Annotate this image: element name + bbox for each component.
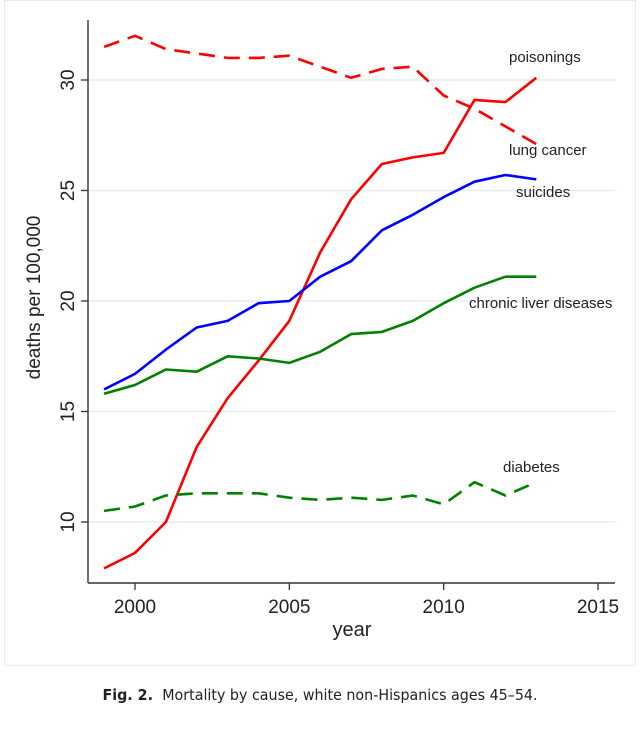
series-label-chronic-liver-diseases: chronic liver diseases <box>469 295 612 312</box>
series-label-poisonings: poisonings <box>509 49 581 66</box>
x-axis-title: year <box>333 619 372 641</box>
series-line-lung-cancer <box>103 34 537 146</box>
caption-text: Mortality by cause, white non-Hispanics … <box>162 686 538 704</box>
figure-frame <box>4 0 636 666</box>
series-line-suicides <box>103 173 537 391</box>
x-tick-label: 2015 <box>577 597 619 618</box>
line-chart: 10 15 20 25 30 2000 2005 2010 2015 year deaths per… <box>24 20 619 641</box>
series-label-lung-cancer: lung cancer <box>509 142 587 159</box>
y-tick-label: 25 <box>58 180 79 201</box>
series-line-poisonings <box>103 76 538 570</box>
axes: 10 15 20 25 30 2000 2005 2010 2015 year deaths per… <box>24 20 619 641</box>
series-labels: poisonings lung cancer suicides chronic liv… <box>469 49 612 476</box>
series-lines <box>103 34 538 570</box>
series-line-diabetes <box>103 480 537 513</box>
y-tick-label: 20 <box>58 290 79 311</box>
x-tick-label: 2000 <box>114 597 156 618</box>
x-tick-label: 2005 <box>268 597 310 618</box>
series-label-diabetes: diabetes <box>503 459 560 476</box>
series-label-suicides: suicides <box>516 184 570 201</box>
gridlines <box>88 79 615 523</box>
y-tick-label: 10 <box>58 511 79 532</box>
y-tick-label: 30 <box>58 69 79 90</box>
caption-label: Fig. 2. <box>102 686 154 704</box>
x-tick-label: 2010 <box>423 597 465 618</box>
y-axis-title: deaths per 100,000 <box>24 216 45 380</box>
y-tick-label: 15 <box>58 401 79 422</box>
figure-caption: Fig. 2. Mortality by cause, white non-His… <box>26 686 615 704</box>
series-line-chronic-liver-diseases <box>103 275 537 396</box>
